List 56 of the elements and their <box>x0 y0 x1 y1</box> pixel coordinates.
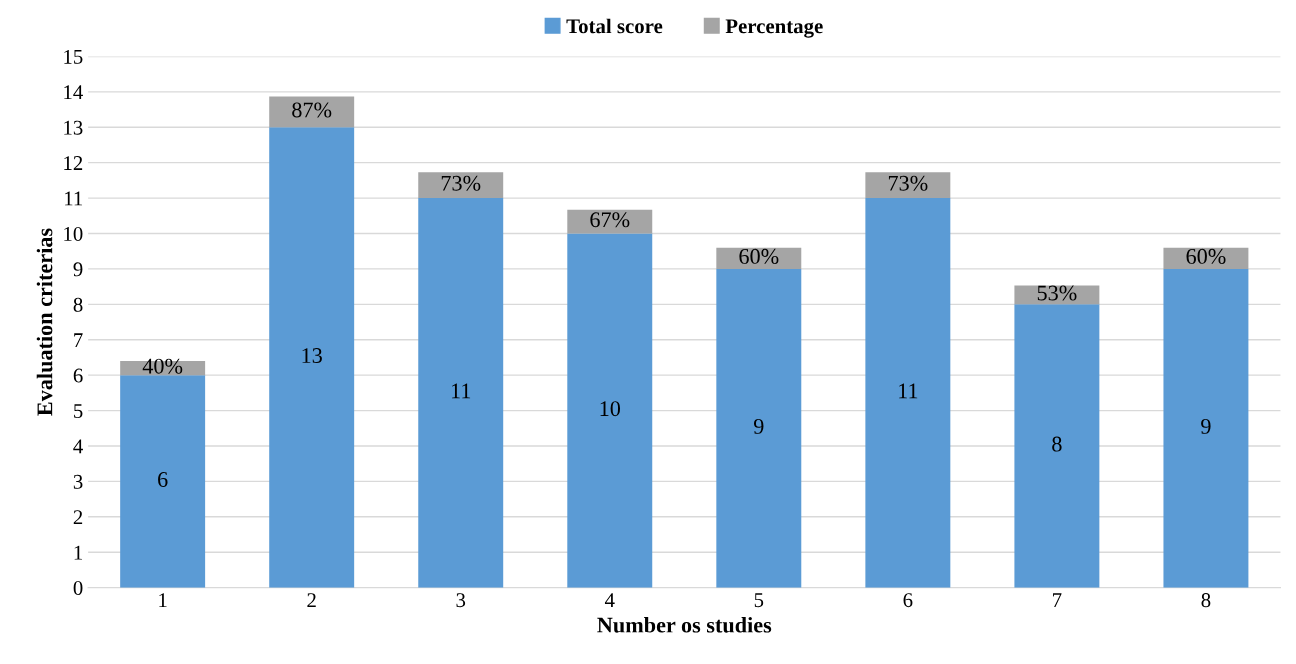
data-label: 87% <box>292 102 332 118</box>
data-label: 67% <box>590 212 630 228</box>
legend-label: Total score <box>566 18 663 34</box>
x-tick-label: 8 <box>1201 593 1211 608</box>
bar <box>269 127 355 588</box>
y-tick-label: 14 <box>64 85 83 100</box>
y-tick-label: 2 <box>73 510 83 525</box>
data-label: 60% <box>739 248 779 264</box>
y-tick-label: 4 <box>73 439 83 454</box>
bar <box>865 172 951 199</box>
bar <box>1163 268 1249 588</box>
y-tick-label: 13 <box>64 120 83 135</box>
y-tick-label: 12 <box>64 156 83 170</box>
data-label: 60% <box>1186 248 1226 264</box>
y-tick-label: 11 <box>65 191 83 206</box>
x-tick-label: 2 <box>307 593 316 607</box>
y-axis-title: Evaluation criterias <box>36 228 53 416</box>
data-label: 13 <box>302 348 322 364</box>
data-label: 11 <box>899 383 918 399</box>
data-label: 11 <box>451 383 471 399</box>
data-label: 73% <box>441 175 481 191</box>
y-tick-label: 9 <box>73 262 83 277</box>
bar <box>418 172 504 199</box>
bar <box>1014 304 1100 588</box>
y-tick-label: 10 <box>64 226 83 241</box>
x-tick-label: 3 <box>456 593 466 608</box>
data-label: 10 <box>600 401 621 417</box>
y-tick-label: 1 <box>74 545 83 560</box>
y-tick-label: 15 <box>64 49 83 64</box>
data-label: 8 <box>1052 436 1062 452</box>
x-tick-label: 7 <box>1053 593 1062 607</box>
bar <box>716 268 802 588</box>
x-tick-label: 4 <box>604 593 615 607</box>
y-tick-label: 7 <box>74 333 83 347</box>
bar <box>567 209 653 234</box>
data-label: 9 <box>753 418 764 434</box>
bar <box>567 233 653 588</box>
y-tick-label: 6 <box>73 368 83 383</box>
y-tick-label: 3 <box>73 474 83 489</box>
bar <box>269 96 355 128</box>
bar <box>865 198 951 588</box>
y-tick-label: 8 <box>73 297 83 312</box>
bar <box>418 198 504 588</box>
y-tick-label: 5 <box>74 404 83 419</box>
data-label: 6 <box>158 472 168 487</box>
data-label: 9 <box>1201 418 1211 434</box>
data-label: 73% <box>888 175 928 191</box>
x-tick-label: 5 <box>754 593 764 608</box>
y-tick-label: 0 <box>73 581 83 596</box>
data-label: 40% <box>142 358 183 374</box>
data-label: 53% <box>1037 285 1077 301</box>
legend-label: Percentage <box>725 19 823 38</box>
x-tick-label: 6 <box>903 593 913 608</box>
x-tick-label: 1 <box>159 593 167 607</box>
x-axis-title: Number os studies <box>597 616 772 633</box>
bar <box>120 375 206 588</box>
